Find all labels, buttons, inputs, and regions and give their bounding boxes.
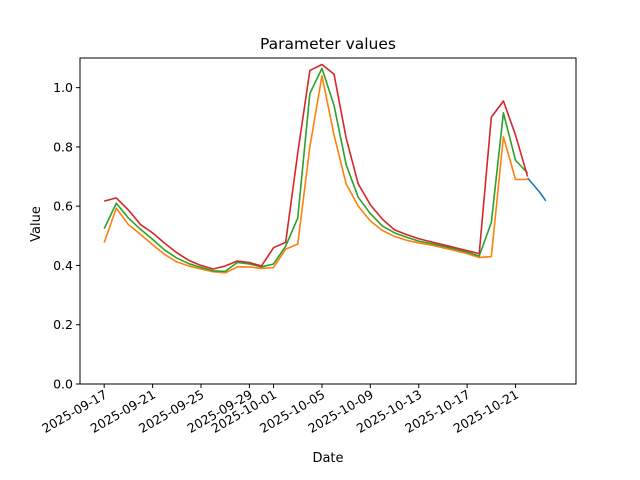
series-line-1 (527, 177, 547, 202)
series-line-4 (103, 63, 529, 270)
chart-title: Parameter values (260, 35, 396, 53)
series-line-2 (103, 74, 528, 274)
y-tick-label: 1.0 (53, 80, 73, 95)
y-tick-label: 0.4 (53, 258, 73, 273)
y-tick-label: 0.6 (53, 199, 73, 214)
series-line-3 (103, 67, 529, 273)
y-axis-label: Value (29, 206, 44, 242)
plot-frame (79, 57, 577, 385)
y-tick-label: 0.8 (53, 139, 73, 154)
plot-area (103, 63, 547, 274)
y-tick-label: 0.2 (53, 317, 73, 332)
y-axis-ticks: 0.0 0.2 0.4 0.6 0.8 1.0 (53, 80, 80, 392)
x-axis-label: Date (312, 451, 343, 466)
y-tick-label: 0.0 (53, 377, 73, 392)
